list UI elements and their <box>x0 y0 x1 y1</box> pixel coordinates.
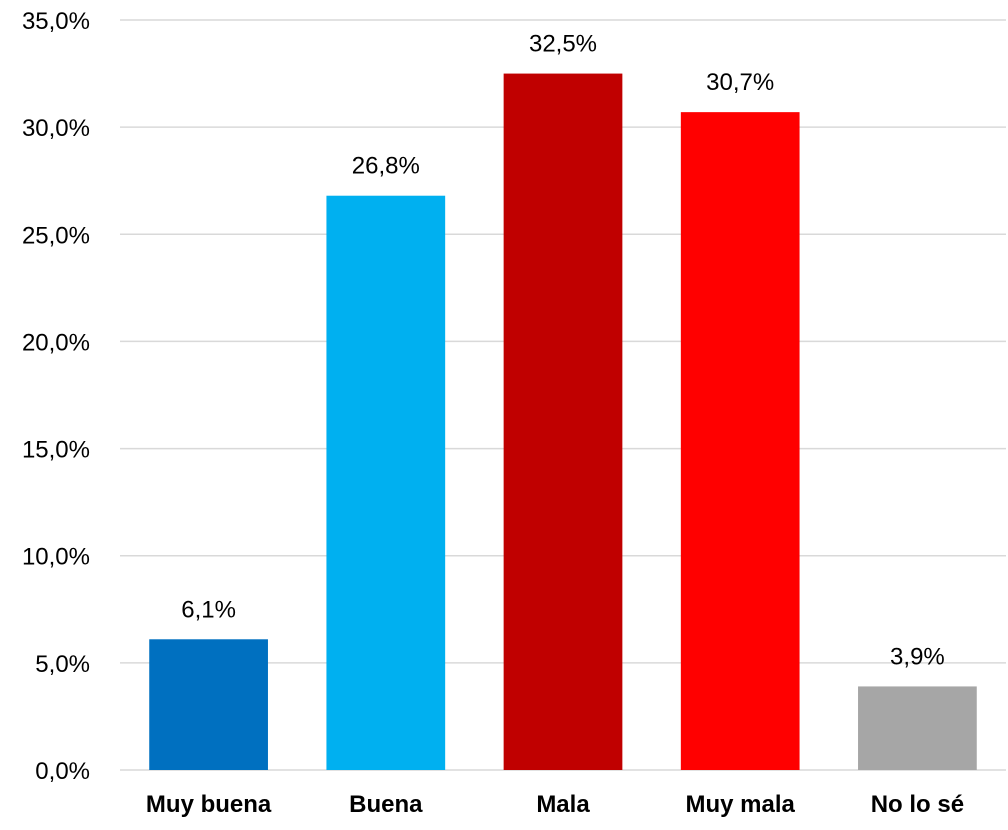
data-label: 26,8% <box>352 153 420 180</box>
y-tick-label: 10,0% <box>22 544 90 571</box>
y-tick-label: 25,0% <box>22 222 90 249</box>
y-tick-label: 35,0% <box>22 8 90 35</box>
y-tick-label: 30,0% <box>22 115 90 142</box>
y-axis-ticks: 0,0% 5,0% 10,0% 15,0% 20,0% 25,0% 30,0% 35,0% <box>22 8 90 785</box>
bar <box>149 639 268 770</box>
x-axis-ticks: Muy buena Buena Mala Muy mala No lo sé <box>146 791 964 818</box>
y-tick-label: 20,0% <box>22 329 90 356</box>
data-label: 32,5% <box>529 31 597 58</box>
x-tick-label: Muy mala <box>686 791 796 818</box>
data-label: 6,1% <box>181 596 236 623</box>
x-tick-label: No lo sé <box>871 791 964 818</box>
y-tick-label: 5,0% <box>35 651 90 678</box>
x-tick-label: Muy buena <box>146 791 272 818</box>
y-tick-label: 0,0% <box>35 758 90 785</box>
data-label: 30,7% <box>706 69 774 96</box>
bar <box>326 195 446 770</box>
x-tick-label: Mala <box>536 791 590 818</box>
x-tick-label: Buena <box>349 791 423 818</box>
y-tick-label: 15,0% <box>22 437 90 464</box>
bars <box>149 73 977 771</box>
bar <box>858 686 977 770</box>
data-label: 3,9% <box>890 643 945 670</box>
bar <box>680 112 800 770</box>
data-labels: 6,1% 26,8% 32,5% 30,7% 3,9% <box>181 31 945 671</box>
bar <box>503 73 623 771</box>
